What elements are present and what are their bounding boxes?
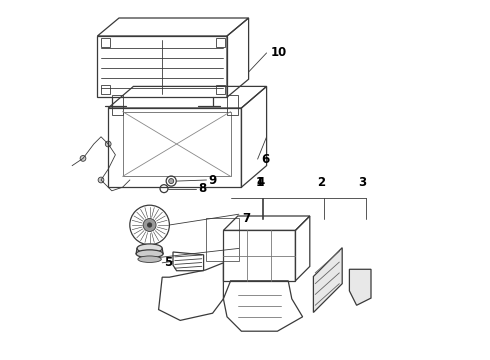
Bar bbox=[112, 95, 122, 115]
Text: 10: 10 bbox=[270, 46, 287, 59]
Text: 9: 9 bbox=[208, 174, 217, 186]
Circle shape bbox=[105, 141, 111, 147]
Ellipse shape bbox=[137, 244, 162, 253]
Bar bbox=[216, 38, 225, 47]
Bar bbox=[216, 85, 225, 94]
Text: 1: 1 bbox=[255, 176, 264, 189]
Bar bbox=[206, 218, 239, 261]
Text: 6: 6 bbox=[261, 153, 270, 166]
Text: 4: 4 bbox=[256, 176, 264, 189]
Bar bbox=[227, 95, 238, 115]
Circle shape bbox=[169, 179, 174, 184]
Ellipse shape bbox=[136, 250, 163, 258]
Circle shape bbox=[147, 223, 152, 227]
Bar bbox=[101, 38, 110, 47]
Text: 3: 3 bbox=[359, 176, 367, 189]
Circle shape bbox=[98, 177, 104, 183]
Bar bbox=[101, 85, 110, 94]
Circle shape bbox=[80, 156, 86, 161]
Polygon shape bbox=[349, 269, 371, 305]
Polygon shape bbox=[314, 248, 342, 312]
Ellipse shape bbox=[138, 256, 161, 262]
Text: 2: 2 bbox=[317, 176, 325, 189]
Text: 8: 8 bbox=[198, 182, 206, 195]
Text: 7: 7 bbox=[242, 212, 250, 225]
Text: 5: 5 bbox=[164, 256, 172, 269]
Circle shape bbox=[143, 219, 156, 231]
